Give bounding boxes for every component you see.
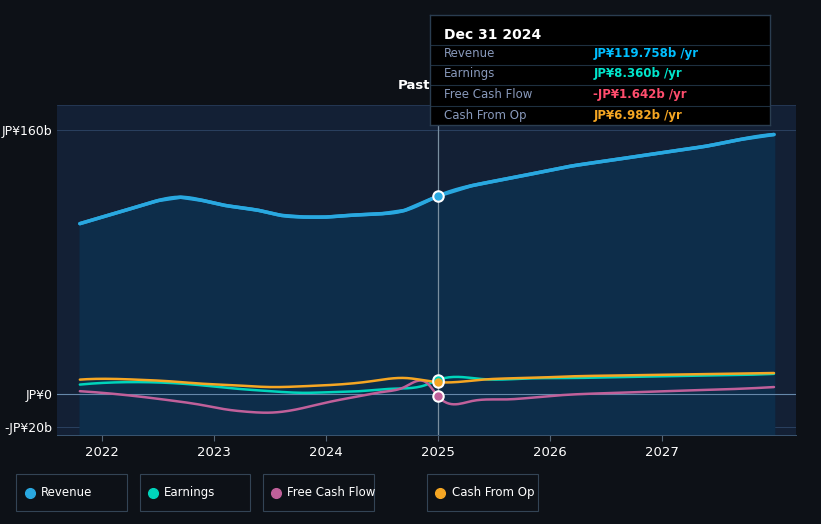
Text: Analysts Forecasts: Analysts Forecasts	[446, 79, 569, 92]
Text: Earnings: Earnings	[164, 486, 216, 499]
Text: Past: Past	[398, 79, 431, 92]
Text: Cash From Op: Cash From Op	[452, 486, 534, 499]
Text: JP¥119.758b /yr: JP¥119.758b /yr	[594, 47, 699, 60]
Text: Free Cash Flow: Free Cash Flow	[287, 486, 376, 499]
Text: JP¥8.360b /yr: JP¥8.360b /yr	[594, 67, 682, 80]
Text: Free Cash Flow: Free Cash Flow	[443, 88, 532, 101]
Text: -JP¥1.642b /yr: -JP¥1.642b /yr	[594, 88, 687, 101]
Text: Dec 31 2024: Dec 31 2024	[443, 28, 541, 42]
Text: Earnings: Earnings	[443, 67, 495, 80]
Text: Cash From Op: Cash From Op	[443, 108, 526, 122]
Text: Revenue: Revenue	[443, 47, 495, 60]
Text: Revenue: Revenue	[41, 486, 93, 499]
Text: JP¥6.982b /yr: JP¥6.982b /yr	[594, 108, 682, 122]
